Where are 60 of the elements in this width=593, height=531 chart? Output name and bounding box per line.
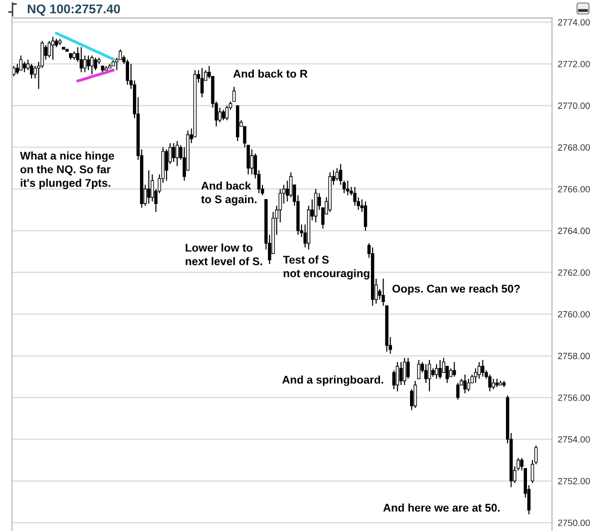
candlestick — [438, 359, 442, 380]
candlestick — [474, 368, 478, 384]
line-series — [76, 68, 115, 82]
candlestick — [410, 388, 414, 411]
y-tick-label: 2750.00 — [558, 520, 590, 526]
candlestick — [250, 148, 254, 175]
candlestick — [278, 188, 282, 223]
y-tick-label: 2754.00 — [558, 436, 590, 443]
candlestick — [424, 364, 428, 384]
candlestick — [370, 246, 374, 306]
annotation: And back to R — [233, 70, 308, 78]
candlestick — [463, 374, 467, 394]
candlestick — [286, 180, 289, 202]
candlestick — [150, 174, 154, 202]
candlestick — [353, 186, 356, 206]
y-tick-label: 2752.00 — [558, 478, 590, 484]
candlestick — [16, 63, 19, 75]
candlestick — [396, 362, 400, 392]
annotation: Oops. Can we reach 50? — [392, 284, 520, 295]
y-tick-label: 2764.00 — [558, 228, 590, 234]
annotation: Lower low to next level of S. — [186, 244, 262, 266]
candlestick — [346, 180, 350, 196]
line-series — [55, 32, 115, 60]
candlestick — [466, 378, 470, 392]
candlestick — [338, 163, 342, 186]
candlestick — [126, 59, 130, 86]
candlestick — [356, 196, 360, 210]
y-tick-label: 2772.00 — [558, 60, 590, 68]
y-tick-label: 2756.00 — [558, 394, 590, 401]
candlestick — [402, 357, 406, 386]
annotation: Test of S not encouraging. — [283, 256, 372, 280]
candlestick — [51, 36, 54, 60]
candlestick — [172, 142, 176, 162]
y-tick-label: 2758.00 — [558, 352, 590, 360]
candlestick — [478, 362, 481, 380]
y-tick-label: 2766.00 — [558, 186, 590, 192]
candlestick — [434, 364, 438, 380]
y-tick-label: 2760.00 — [558, 311, 590, 318]
candlestick — [364, 200, 368, 232]
candlestick — [481, 359, 484, 378]
annotation: And back to S again. — [201, 182, 256, 206]
candlestick — [147, 170, 150, 204]
annotation: And a springboard. — [282, 376, 384, 386]
y-tick-label: 2770.00 — [558, 102, 590, 109]
candlestick — [314, 188, 318, 223]
annotation: And here we are at 50. — [383, 504, 500, 512]
y-tick-label: 2762.00 — [558, 269, 590, 276]
candlestick — [200, 68, 204, 98]
candlestick — [80, 46, 83, 73]
y-tick-label: 2768.00 — [558, 144, 590, 151]
annotation: What a nice hinge on the NQ. So far it's plunged 7pts. — [20, 152, 114, 190]
candlestick — [218, 107, 222, 123]
candlestick — [83, 55, 86, 73]
candlestick — [406, 357, 410, 380]
candlestick — [428, 359, 432, 392]
chart-title: NQ 100:2757.40 — [28, 4, 120, 16]
candlestick — [86, 55, 90, 71]
candlestick — [176, 140, 179, 167]
candlestick — [399, 362, 403, 386]
y-tick-label: 2774.00 — [558, 19, 590, 26]
